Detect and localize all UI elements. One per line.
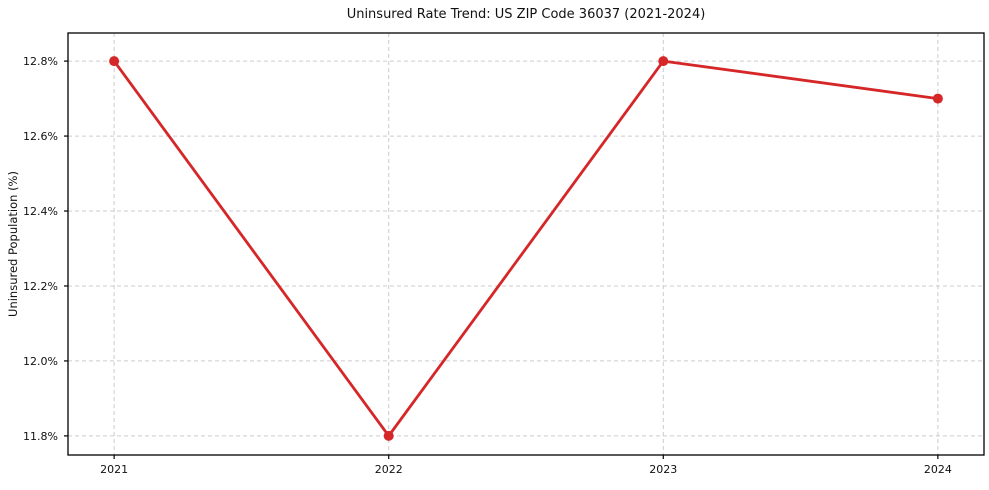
data-point-marker: [658, 56, 669, 67]
y-tick-label: 12.8%: [23, 55, 58, 68]
y-tick-label: 11.8%: [23, 430, 58, 443]
x-tick-label: 2024: [924, 463, 952, 476]
y-tick-label: 12.6%: [23, 130, 58, 143]
data-point-marker: [109, 56, 120, 67]
trend-line: [112, 59, 940, 438]
data-point-marker: [383, 430, 394, 441]
x-tick-label: 2023: [649, 463, 677, 476]
plot-border: [67, 32, 985, 456]
y-tick-label: 12.2%: [23, 280, 58, 293]
x-tick-label: 2022: [375, 463, 403, 476]
data-point-marker: [932, 93, 943, 104]
x-tick-label: 2021: [100, 463, 128, 476]
y-tick-label: 12.0%: [23, 355, 58, 368]
y-tick-label: 12.4%: [23, 205, 58, 218]
chart-title: Uninsured Rate Trend: US ZIP Code 36037 …: [346, 7, 706, 22]
